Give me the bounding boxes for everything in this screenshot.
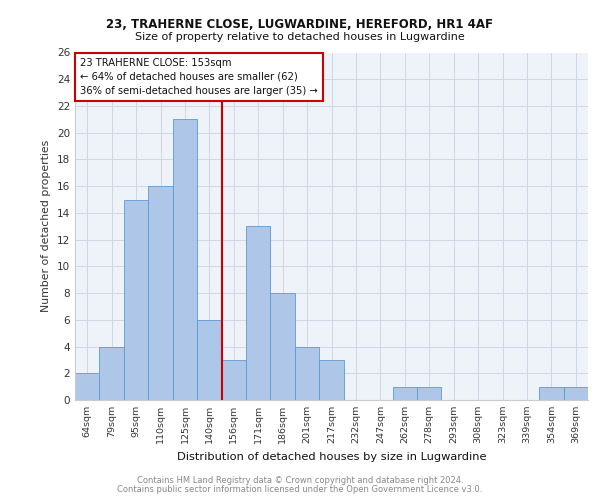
Bar [539, 386, 563, 400]
Bar [417, 386, 442, 400]
Bar [100, 346, 124, 400]
Bar [75, 374, 100, 400]
Bar [197, 320, 221, 400]
Bar [392, 386, 417, 400]
Text: Size of property relative to detached houses in Lugwardine: Size of property relative to detached ho… [135, 32, 465, 42]
Y-axis label: Number of detached properties: Number of detached properties [41, 140, 52, 312]
Bar [563, 386, 588, 400]
Text: 23, TRAHERNE CLOSE, LUGWARDINE, HEREFORD, HR1 4AF: 23, TRAHERNE CLOSE, LUGWARDINE, HEREFORD… [107, 18, 493, 30]
Bar [173, 120, 197, 400]
Bar [246, 226, 271, 400]
Text: 23 TRAHERNE CLOSE: 153sqm
← 64% of detached houses are smaller (62)
36% of semi-: 23 TRAHERNE CLOSE: 153sqm ← 64% of detac… [80, 58, 318, 96]
Bar [271, 293, 295, 400]
Bar [148, 186, 173, 400]
Bar [124, 200, 148, 400]
X-axis label: Distribution of detached houses by size in Lugwardine: Distribution of detached houses by size … [177, 452, 486, 462]
Bar [221, 360, 246, 400]
Bar [295, 346, 319, 400]
Text: Contains HM Land Registry data © Crown copyright and database right 2024.: Contains HM Land Registry data © Crown c… [137, 476, 463, 485]
Bar [319, 360, 344, 400]
Text: Contains public sector information licensed under the Open Government Licence v3: Contains public sector information licen… [118, 485, 482, 494]
